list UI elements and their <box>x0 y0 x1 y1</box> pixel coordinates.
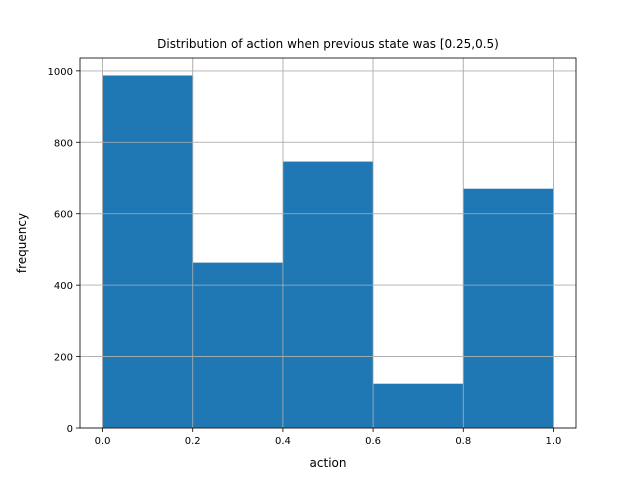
histogram-bar <box>102 75 193 428</box>
x-tick-label: 0.8 <box>455 436 471 447</box>
x-axis-label: action <box>310 456 347 470</box>
chart-title: Distribution of action when previous sta… <box>157 37 499 51</box>
histogram-bar <box>282 161 374 429</box>
x-tick-label: 0.0 <box>95 436 111 447</box>
y-tick-label: 1000 <box>48 67 73 78</box>
y-tick-label: 0 <box>67 424 73 435</box>
y-tick-label: 600 <box>54 210 73 221</box>
y-axis-label: frequency <box>15 213 29 273</box>
histogram-bar <box>373 383 464 428</box>
histogram-bar <box>463 188 554 428</box>
x-axis-ticks: 0.0 0.2 0.4 0.6 0.8 1.0 <box>95 428 562 447</box>
bars <box>80 58 576 429</box>
x-tick-label: 0.2 <box>185 436 201 447</box>
x-tick-label: 1.0 <box>546 436 562 447</box>
histogram-bar <box>192 262 283 428</box>
y-tick-label: 200 <box>54 353 73 364</box>
y-tick-label: 400 <box>54 281 73 292</box>
x-tick-label: 0.4 <box>275 436 291 447</box>
y-axis-ticks: 0 200 400 600 800 1000 <box>48 67 80 435</box>
plot-frame <box>79 57 577 429</box>
x-tick-label: 0.6 <box>365 436 381 447</box>
y-tick-label: 800 <box>54 138 73 149</box>
